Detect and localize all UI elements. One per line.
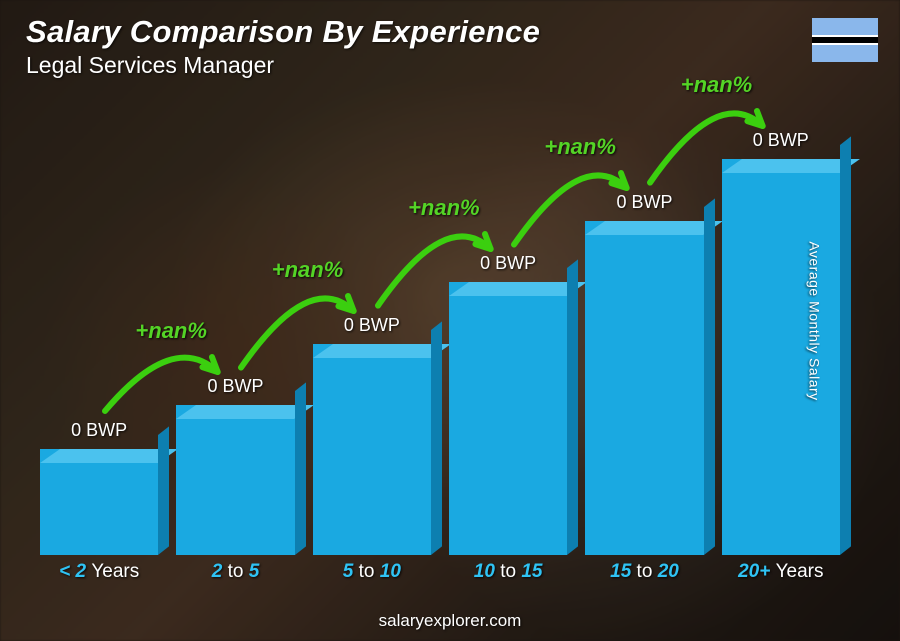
bar-chart: 0 BWP 0 BWP 0 BWP 0 BWP 0 BWP 0 BWP < 2 Years… — [30, 100, 850, 583]
x-axis-label: < 2 Years — [40, 561, 158, 583]
country-flag-icon — [812, 18, 878, 62]
percent-change-label: +nan% — [681, 72, 753, 98]
bar-value-label: 0 BWP — [616, 192, 672, 213]
percent-change-label: +nan% — [272, 257, 344, 283]
bar-shape — [449, 282, 567, 555]
x-axis-label: 20+ Years — [722, 561, 840, 583]
x-axis-label: 2 to 5 — [176, 561, 294, 583]
bar-4: 0 BWP — [585, 115, 703, 555]
bar-shape — [40, 449, 158, 555]
bar-3: 0 BWP — [449, 115, 567, 555]
percent-change-label: +nan% — [408, 195, 480, 221]
header: Salary Comparison By Experience Legal Se… — [26, 14, 540, 79]
bar-shape — [313, 344, 431, 555]
bar-shape — [585, 221, 703, 555]
bar-value-label: 0 BWP — [71, 420, 127, 441]
x-axis-label: 10 to 15 — [449, 561, 567, 583]
chart-title: Salary Comparison By Experience — [26, 14, 540, 50]
footer-attribution: salaryexplorer.com — [0, 611, 900, 631]
bar-value-label: 0 BWP — [344, 315, 400, 336]
bar-value-label: 0 BWP — [480, 253, 536, 274]
percent-change-label: +nan% — [135, 318, 207, 344]
chart-subtitle: Legal Services Manager — [26, 52, 540, 79]
x-axis-label: 5 to 10 — [313, 561, 431, 583]
bar-value-label: 0 BWP — [207, 376, 263, 397]
percent-change-label: +nan% — [544, 134, 616, 160]
bar-shape — [176, 405, 294, 555]
x-axis-label: 15 to 20 — [585, 561, 703, 583]
y-axis-label: Average Monthly Salary — [806, 241, 822, 400]
bar-value-label: 0 BWP — [753, 130, 809, 151]
bar-2: 0 BWP — [313, 115, 431, 555]
